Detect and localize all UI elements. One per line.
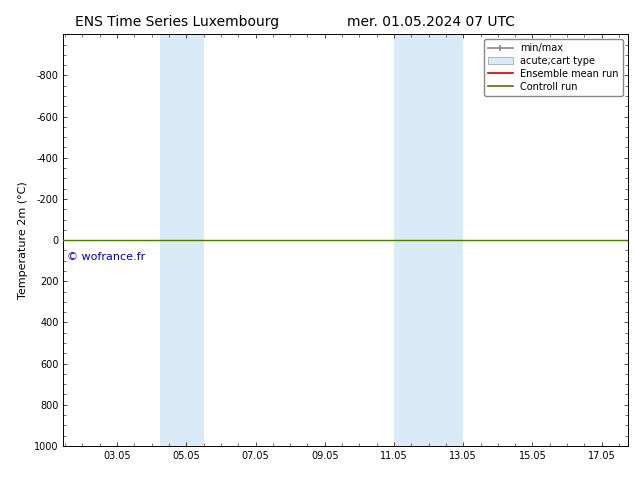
Legend: min/max, acute;cart type, Ensemble mean run, Controll run: min/max, acute;cart type, Ensemble mean … (484, 39, 623, 96)
Text: ENS Time Series Luxembourg: ENS Time Series Luxembourg (75, 15, 280, 29)
Text: © wofrance.fr: © wofrance.fr (67, 252, 145, 263)
Bar (160, 34, 178, 446)
Bar (394, 34, 411, 446)
Bar (178, 34, 204, 446)
Text: mer. 01.05.2024 07 UTC: mer. 01.05.2024 07 UTC (347, 15, 515, 29)
Bar (411, 34, 463, 446)
Y-axis label: Temperature 2m (°C): Temperature 2m (°C) (18, 181, 29, 299)
